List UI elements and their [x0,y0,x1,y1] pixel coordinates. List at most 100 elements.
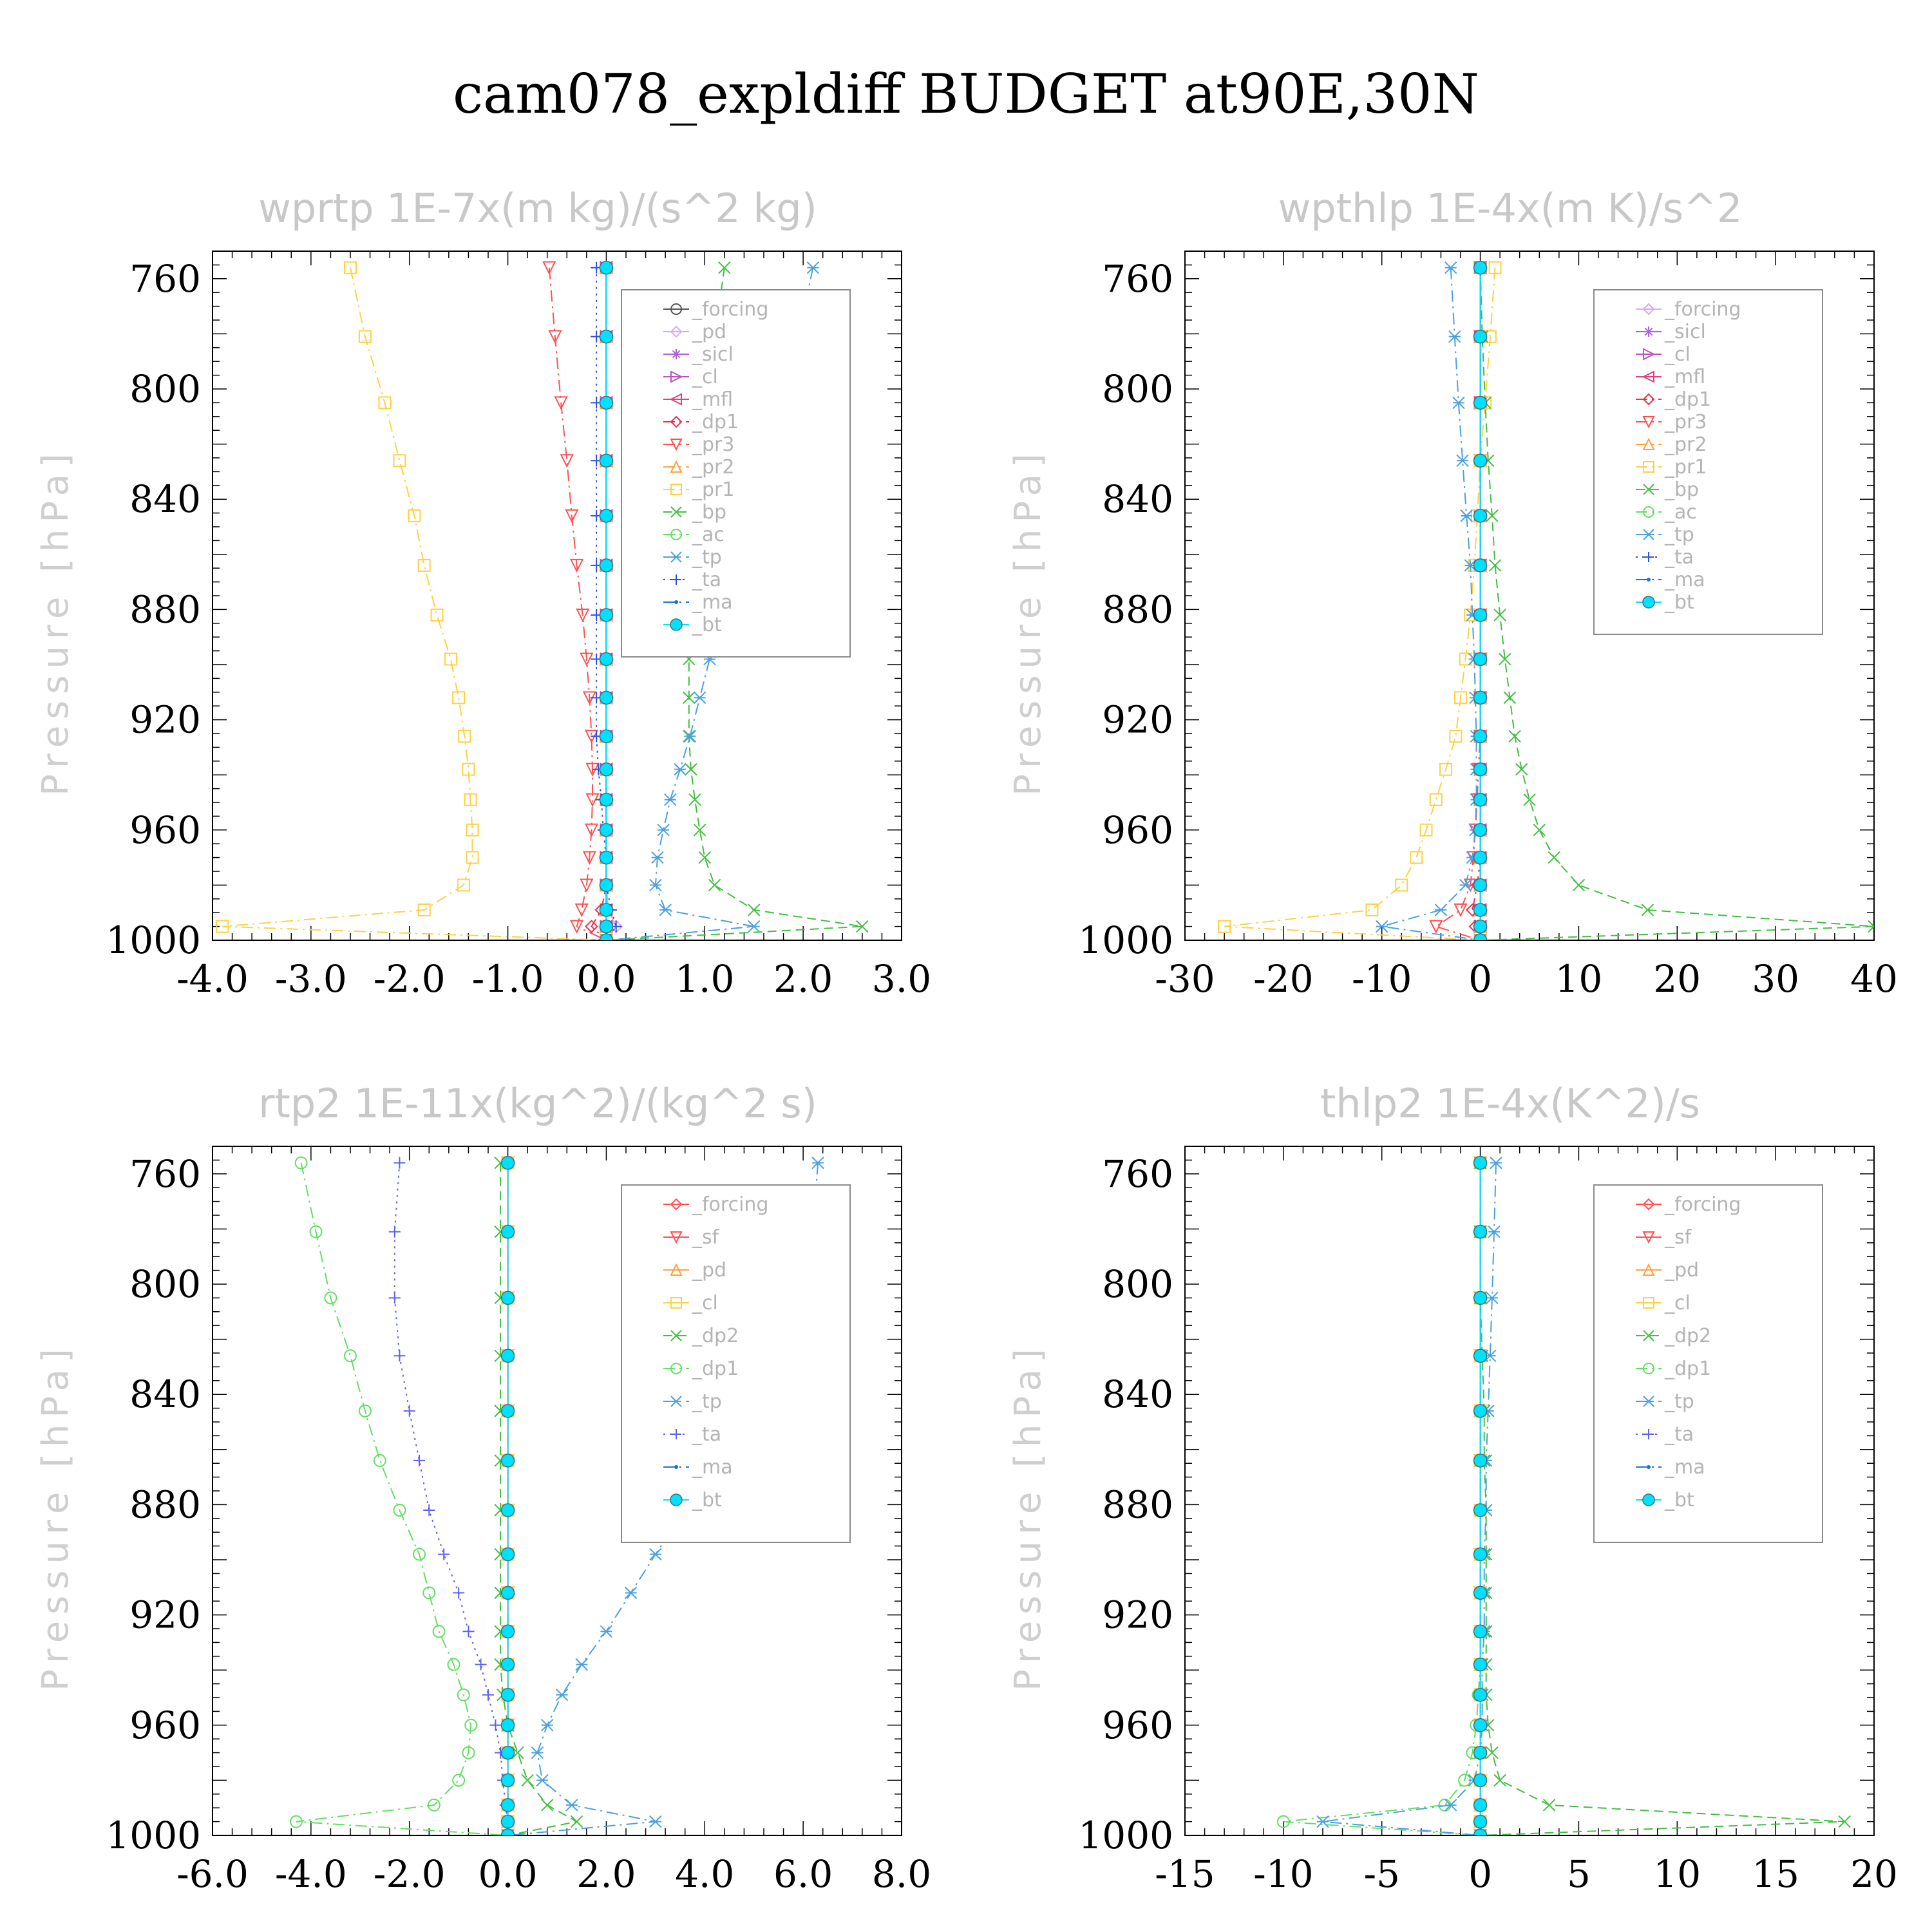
series-point-bt [500,1798,515,1812]
legend-label: _cl [1664,343,1690,366]
series-layer [289,1155,824,1835]
series-point-bt [599,919,614,934]
series-point-bp [683,691,696,705]
series-point-bt [599,850,614,865]
panel-title: wprtp 1E-7x(m kg)/(s^2 kg) [258,185,817,232]
series-point-bt [1473,792,1488,807]
legend-label: _tp [1664,1390,1694,1413]
series-point-dp2 [570,1815,583,1828]
legend-marker [1642,416,1655,429]
series-point-pr3 [554,396,568,410]
legend-label: _sicl [1664,321,1706,343]
y-tick-label: 1000 [106,918,201,962]
series-point-bt [1473,1224,1488,1239]
series-point-ta [489,1719,502,1731]
legend-marker [1643,1429,1654,1439]
y-axis-label: Pressure [hPa] [1007,447,1049,796]
legend-marker [1642,1198,1655,1211]
series-point-dp1 [432,1625,446,1638]
series-line-dp1 [296,1162,508,1835]
series-point-tp [664,793,677,806]
series-point-tp [1460,509,1473,522]
y-tick-label: 960 [1102,1703,1173,1747]
series-point-bt [599,329,614,344]
series-point-bt [500,1503,515,1517]
legend-label: _forcing [1664,1193,1741,1216]
series-line-tp [1322,1162,1497,1835]
x-tick-label: 30 [1752,957,1799,1001]
x-tick-label: 3.0 [872,957,931,1001]
y-tick-label: 760 [129,257,201,301]
series-point-bt [1473,329,1488,344]
legend-label: _pr1 [692,478,734,501]
series-point-bt [500,1404,515,1418]
legend-label: _mfl [692,388,733,411]
series-point-pr1 [417,903,431,916]
series-point-bt [500,1773,515,1788]
y-axis-label: Pressure [hPa] [1007,1342,1049,1691]
series-point-dp2 [1542,1799,1556,1812]
legend-label: _ta [1664,1423,1694,1446]
series-point-bt [599,762,614,777]
legend-marker [1647,578,1651,582]
series-point-pr3 [1454,903,1468,918]
series-point-pr1 [464,793,477,806]
x-tick-label: 0.0 [478,1852,537,1896]
series-point-bt [1473,823,1488,837]
series-point-bt [500,1291,515,1305]
x-tick-label: 5 [1567,1852,1591,1896]
series-point-bt [500,1586,515,1600]
legend-marker [674,1465,678,1469]
series-point-tp [1452,396,1465,410]
series-point-pr1 [1395,878,1408,892]
y-tick-label: 800 [129,367,201,411]
x-tick-label: 0 [1468,1852,1492,1896]
series-point-bp [1508,730,1521,743]
series-point-dp1 [464,1718,478,1732]
series-point-tp [1488,1225,1501,1238]
legend-box [621,289,851,658]
series-point-bp [1515,762,1528,776]
series-point-tp [693,691,706,705]
series-line-pr1 [1224,267,1496,940]
series-point-bt [599,509,614,523]
series-point-tp [565,1799,578,1812]
series-point-dp1 [452,1774,466,1787]
figure-title: cam078_expldiff BUDGET at90E,30N [453,62,1479,126]
series-point-bt [599,608,614,622]
series-point-bt [500,1224,515,1239]
series-point-pr1 [408,509,421,522]
panel-wpthlp: wpthlp 1E-4x(m K)/s^2 760 800 840 880 920 960 1… [1007,185,1898,1001]
series-point-bp [685,762,697,776]
series-point-dp1 [457,1688,470,1701]
legend-label: _ac [692,524,724,546]
legend-marker [670,439,683,451]
series-point-pr3 [582,851,597,865]
series-point-bt [1473,1349,1488,1363]
legend-label: _pr3 [692,433,734,456]
legend-label: _dp1 [1664,388,1711,411]
series-point-pr3 [574,903,589,918]
series-point-dp2 [1486,1746,1499,1759]
legend-label: _dp2 [1664,1325,1711,1347]
series-point-bt [1473,1828,1488,1835]
y-tick-label: 880 [129,1482,201,1526]
legend-box [1593,1184,1823,1543]
legend-label: _dp1 [692,1358,739,1380]
series-point-bt [1473,260,1488,275]
series-point-bt [1473,608,1488,622]
y-tick-label: 1000 [1078,918,1173,962]
series-point-bt [599,878,614,893]
series-point-bt [599,933,614,940]
legend-marker [670,460,683,473]
series-point-pr1 [1419,823,1433,837]
legend-marker [1643,529,1654,540]
series-line-pr1 [222,267,607,940]
series-point-tp [1316,1815,1329,1828]
legend-label: _pr1 [1664,456,1707,478]
legend-marker [1643,1330,1654,1341]
legend-marker [1647,1465,1651,1469]
legend-marker [1642,1263,1655,1276]
x-tick-label: 2.0 [576,1852,636,1896]
x-tick-label: 10 [1653,1852,1701,1896]
